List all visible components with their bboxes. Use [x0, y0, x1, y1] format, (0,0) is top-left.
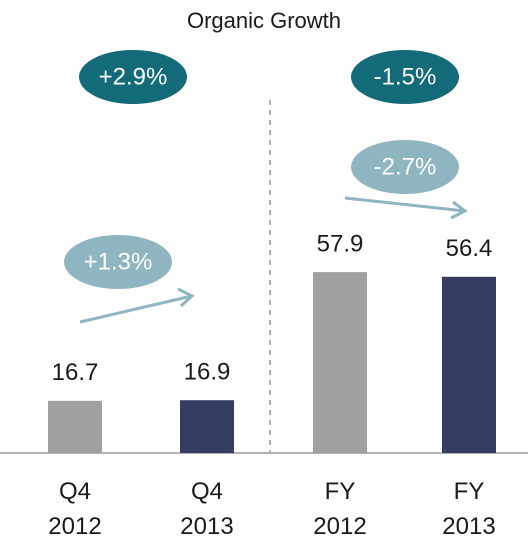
bar [313, 272, 367, 453]
value-label: 57.9 [317, 230, 364, 257]
annotation: -2.7% [374, 153, 437, 180]
x-tick-label: FY 2013 [442, 478, 496, 540]
badge [64, 235, 172, 289]
chart-title: Organic Growth [187, 8, 341, 33]
value-label: 16.9 [184, 359, 231, 386]
value-label: 56.4 [446, 235, 493, 262]
bar [180, 400, 234, 453]
bar [442, 276, 496, 453]
x-tick-label: Q4 2013 [180, 478, 234, 540]
arrow [79, 287, 195, 324]
value-label: 16.7 [52, 359, 99, 386]
badge [351, 50, 459, 104]
x-tick-label: FY 2012 [313, 478, 367, 540]
annotation: +2.9% [99, 63, 168, 90]
bar [48, 400, 102, 453]
annotation: +1.3% [84, 248, 153, 275]
annotation: -1.5% [374, 63, 437, 90]
badge [79, 50, 187, 104]
x-tick-label: Q4 2012 [48, 478, 102, 540]
badge [351, 140, 459, 194]
arrow [344, 196, 468, 220]
